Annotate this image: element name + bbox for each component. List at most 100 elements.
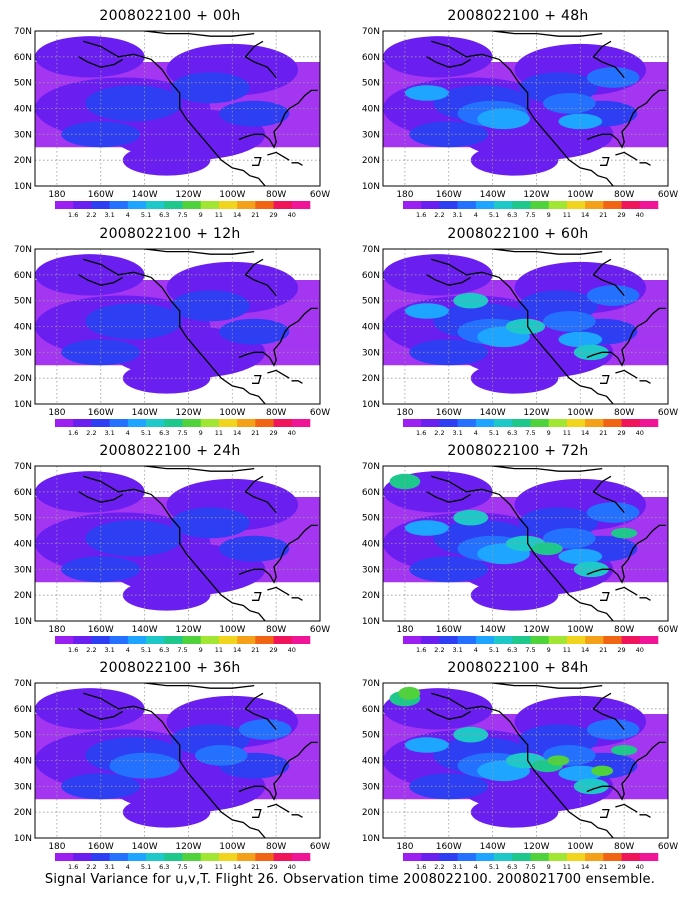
colorbar-swatch [91, 636, 110, 644]
colorbar-swatch [457, 636, 477, 644]
lon-label: 140W [480, 408, 506, 418]
coastlines [78, 31, 318, 186]
colorbar-swatch [73, 201, 92, 209]
panel-title: 2008022100 + 60h [447, 226, 589, 242]
shaded-region [219, 535, 290, 562]
colorbar-swatch [109, 853, 129, 861]
map-60h: 70N 60N 50N 40N 30N 20N 10N 180 160W 140W 120W 100W… [362, 245, 678, 437]
colorbar-swatch [291, 201, 311, 209]
lon-label: 60W [658, 190, 678, 200]
coastlines [78, 683, 318, 838]
map-frame [382, 30, 669, 187]
colorbar-swatch [91, 201, 110, 209]
colorbar-label: 4 [474, 211, 478, 219]
colorbar-label: 21 [251, 211, 259, 219]
lon-label: 60W [658, 842, 678, 852]
map-36h: 70N 60N 50N 40N 30N 20N 10N 180 160W 140W 120W 100W… [14, 679, 330, 871]
shaded-region [611, 528, 638, 539]
shaded-region [85, 520, 182, 557]
colorbar-label: 9 [199, 429, 203, 437]
colorbar-swatch [421, 853, 440, 861]
colorbar-swatch [585, 201, 604, 209]
colorbar-swatch [164, 636, 183, 644]
colorbar-label: 21 [599, 863, 607, 871]
colorbar-label: 7.5 [525, 211, 535, 219]
colorbar-swatch [639, 419, 659, 427]
gridlines [35, 466, 320, 621]
colorbar-label: 4 [474, 646, 478, 654]
lat-label: 40N [362, 540, 380, 550]
shaded-region [61, 339, 141, 366]
colorbar-swatch [475, 201, 495, 209]
colorbar-label: 4 [126, 211, 130, 219]
shaded-region [586, 285, 640, 306]
lon-label: 100W [567, 190, 593, 200]
lon-label: 60W [310, 842, 330, 852]
colorbar-swatch [512, 419, 531, 427]
map-00h: 70N 60N 50N 40N 30N 20N 10N 180 160W 140W 120W 100W… [14, 27, 330, 219]
colorbar-swatch [291, 419, 311, 427]
colorbar-swatch [439, 201, 458, 209]
shaded-region [219, 100, 290, 127]
map-frame [34, 465, 321, 622]
coastlines [78, 466, 318, 621]
colorbar-swatch [421, 636, 440, 644]
colorbar-label: 6.3 [507, 429, 517, 437]
colorbar-swatch [164, 419, 183, 427]
lat-label: 60N [362, 53, 380, 63]
colorbar-swatch [512, 201, 531, 209]
lon-label: 160W [88, 408, 114, 418]
colorbar-label: 14 [581, 863, 589, 871]
panel-36h: 2008022100 + 36h 70N 60N 50N 40N 30N 20N 10N 18… [0, 660, 340, 875]
lon-label: 180 [396, 842, 413, 852]
lat-label: 10N [362, 834, 380, 844]
lon-label: 120W [175, 842, 201, 852]
shaded-region [409, 556, 489, 583]
panel-12h: 2008022100 + 12h 70N 60N 50N 40N 30N 20N 10N 18… [0, 226, 340, 441]
colorbar-swatch [530, 201, 550, 209]
shaded-region [404, 520, 449, 536]
lat-label: 50N [14, 297, 32, 307]
lat-label: 30N [362, 565, 380, 575]
colorbar-label: 7.5 [525, 646, 535, 654]
shaded-region [383, 254, 493, 296]
colorbar-swatch [164, 853, 183, 861]
colorbar-swatch [200, 853, 220, 861]
colorbar-label: 2.2 [86, 863, 96, 871]
colorbar-label: 6.3 [159, 646, 169, 654]
panel-48h: 2008022100 + 48h 70N 60N 50N 40N 30N 20N 10N 18… [348, 8, 688, 223]
panel-title: 2008022100 + 12h [99, 226, 241, 242]
shaded-region [109, 752, 180, 779]
colorbar-label: 9 [547, 429, 551, 437]
lat-label: 30N [362, 348, 380, 358]
gridlines [35, 249, 320, 404]
colorbar-swatch [494, 201, 513, 209]
colorbar-label: 1.6 [68, 863, 78, 871]
colorbar-swatch [146, 853, 165, 861]
colorbar-label: 29 [269, 429, 277, 437]
lat-label: 30N [14, 565, 32, 575]
colorbar-label: 6.3 [507, 646, 517, 654]
map-frame [382, 465, 669, 622]
lat-label: 40N [362, 323, 380, 333]
lat-label: 40N [14, 757, 32, 767]
lat-label: 20N [14, 374, 32, 384]
colorbar-swatch [291, 636, 311, 644]
colorbar-swatch [639, 636, 659, 644]
colorbar-swatch [475, 853, 495, 861]
colorbar-label: 9 [199, 646, 203, 654]
colorbar-label: 1.6 [416, 646, 426, 654]
colorbar-swatch [273, 636, 293, 644]
colorbar-swatch [91, 419, 110, 427]
colorbar-label: 3.1 [104, 863, 114, 871]
colorbar-swatch [403, 853, 422, 861]
colorbar-label: 29 [269, 863, 277, 871]
colorbar-label: 3.1 [452, 863, 462, 871]
shaded-region [409, 339, 489, 366]
lat-label: 30N [362, 130, 380, 140]
lon-label: 180 [48, 625, 65, 635]
shaded-region [35, 36, 145, 78]
lon-label: 140W [132, 190, 158, 200]
colorbar-swatch [530, 636, 550, 644]
colorbar-swatch [73, 419, 92, 427]
